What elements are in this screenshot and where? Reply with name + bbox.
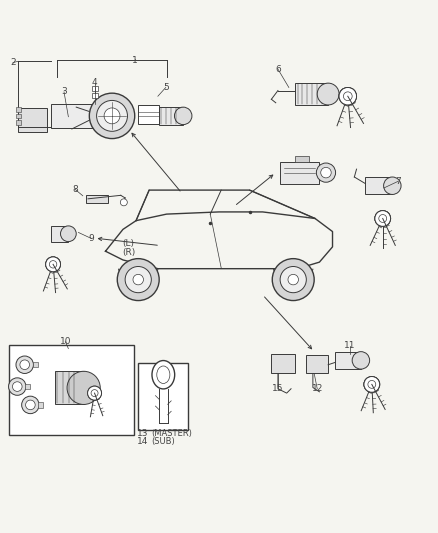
Circle shape bbox=[368, 381, 376, 389]
Circle shape bbox=[49, 261, 57, 268]
Circle shape bbox=[364, 376, 380, 392]
Text: 4: 4 bbox=[92, 78, 97, 87]
Circle shape bbox=[352, 352, 370, 369]
Circle shape bbox=[60, 226, 76, 241]
Circle shape bbox=[49, 261, 57, 268]
Text: 1: 1 bbox=[132, 56, 138, 65]
Circle shape bbox=[46, 257, 60, 272]
Bar bbox=[51, 103, 99, 128]
Circle shape bbox=[125, 266, 151, 293]
Circle shape bbox=[339, 87, 357, 105]
Circle shape bbox=[91, 390, 98, 397]
Circle shape bbox=[368, 381, 376, 389]
Circle shape bbox=[20, 360, 29, 369]
Bar bbox=[280, 161, 319, 183]
Circle shape bbox=[343, 92, 352, 101]
Circle shape bbox=[16, 356, 33, 374]
Text: (R): (R) bbox=[122, 248, 135, 256]
Circle shape bbox=[46, 257, 60, 272]
Bar bbox=[18, 108, 46, 133]
Circle shape bbox=[89, 93, 135, 139]
Text: 12: 12 bbox=[311, 384, 323, 393]
Circle shape bbox=[379, 215, 387, 222]
Circle shape bbox=[97, 100, 127, 131]
Bar bbox=[365, 177, 392, 195]
Circle shape bbox=[272, 259, 314, 301]
Bar bbox=[16, 114, 21, 118]
Bar bbox=[138, 362, 188, 430]
Circle shape bbox=[339, 87, 357, 105]
Circle shape bbox=[317, 83, 339, 105]
Circle shape bbox=[316, 163, 336, 182]
Circle shape bbox=[384, 177, 401, 195]
Ellipse shape bbox=[157, 366, 170, 383]
Circle shape bbox=[288, 274, 298, 285]
Circle shape bbox=[9, 378, 26, 395]
Circle shape bbox=[88, 386, 102, 400]
Circle shape bbox=[343, 92, 352, 101]
Ellipse shape bbox=[152, 360, 175, 389]
Circle shape bbox=[133, 274, 144, 285]
Circle shape bbox=[21, 396, 39, 414]
Bar bbox=[38, 402, 43, 408]
Circle shape bbox=[67, 372, 100, 405]
Bar bbox=[272, 354, 295, 374]
Circle shape bbox=[120, 199, 127, 206]
Circle shape bbox=[375, 211, 391, 227]
Bar bbox=[55, 372, 84, 404]
Bar bbox=[138, 106, 159, 124]
Text: 14: 14 bbox=[137, 437, 148, 446]
Text: 15: 15 bbox=[272, 384, 284, 393]
Circle shape bbox=[375, 211, 391, 227]
Circle shape bbox=[280, 266, 306, 293]
Bar bbox=[159, 107, 183, 125]
Text: (MASTER): (MASTER) bbox=[151, 429, 192, 438]
Text: 13: 13 bbox=[137, 429, 148, 438]
Bar bbox=[306, 355, 328, 374]
Text: 5: 5 bbox=[163, 83, 169, 92]
Circle shape bbox=[375, 211, 391, 227]
Circle shape bbox=[104, 108, 120, 124]
Bar bbox=[25, 384, 30, 389]
Bar bbox=[32, 362, 38, 367]
Circle shape bbox=[364, 376, 380, 392]
Text: 6: 6 bbox=[275, 64, 281, 74]
Circle shape bbox=[379, 215, 387, 222]
Bar bbox=[16, 107, 21, 111]
Circle shape bbox=[49, 261, 57, 268]
Bar bbox=[92, 86, 98, 91]
Bar bbox=[92, 93, 98, 98]
Circle shape bbox=[368, 381, 376, 389]
Circle shape bbox=[88, 386, 102, 400]
Circle shape bbox=[174, 107, 192, 125]
Text: 8: 8 bbox=[72, 185, 78, 193]
Bar bbox=[335, 352, 361, 369]
Circle shape bbox=[117, 259, 159, 301]
Circle shape bbox=[321, 167, 331, 178]
Circle shape bbox=[339, 87, 357, 105]
Circle shape bbox=[12, 382, 22, 391]
Bar bbox=[51, 226, 68, 241]
Text: 9: 9 bbox=[88, 234, 94, 243]
Bar bbox=[86, 195, 108, 203]
Circle shape bbox=[25, 400, 35, 410]
Bar bbox=[295, 157, 308, 161]
Text: 7: 7 bbox=[395, 177, 401, 186]
Circle shape bbox=[343, 92, 352, 101]
Bar bbox=[295, 83, 328, 105]
Circle shape bbox=[91, 390, 98, 397]
Text: 11: 11 bbox=[344, 342, 356, 351]
Bar bbox=[16, 120, 21, 125]
Circle shape bbox=[364, 376, 380, 392]
Circle shape bbox=[379, 215, 387, 222]
Text: 3: 3 bbox=[61, 87, 67, 96]
Text: 2: 2 bbox=[10, 58, 16, 67]
Bar bbox=[10, 345, 134, 434]
Text: (L): (L) bbox=[122, 239, 134, 248]
Text: (SUB): (SUB) bbox=[151, 437, 175, 446]
Circle shape bbox=[46, 257, 60, 272]
Text: 10: 10 bbox=[60, 337, 71, 346]
